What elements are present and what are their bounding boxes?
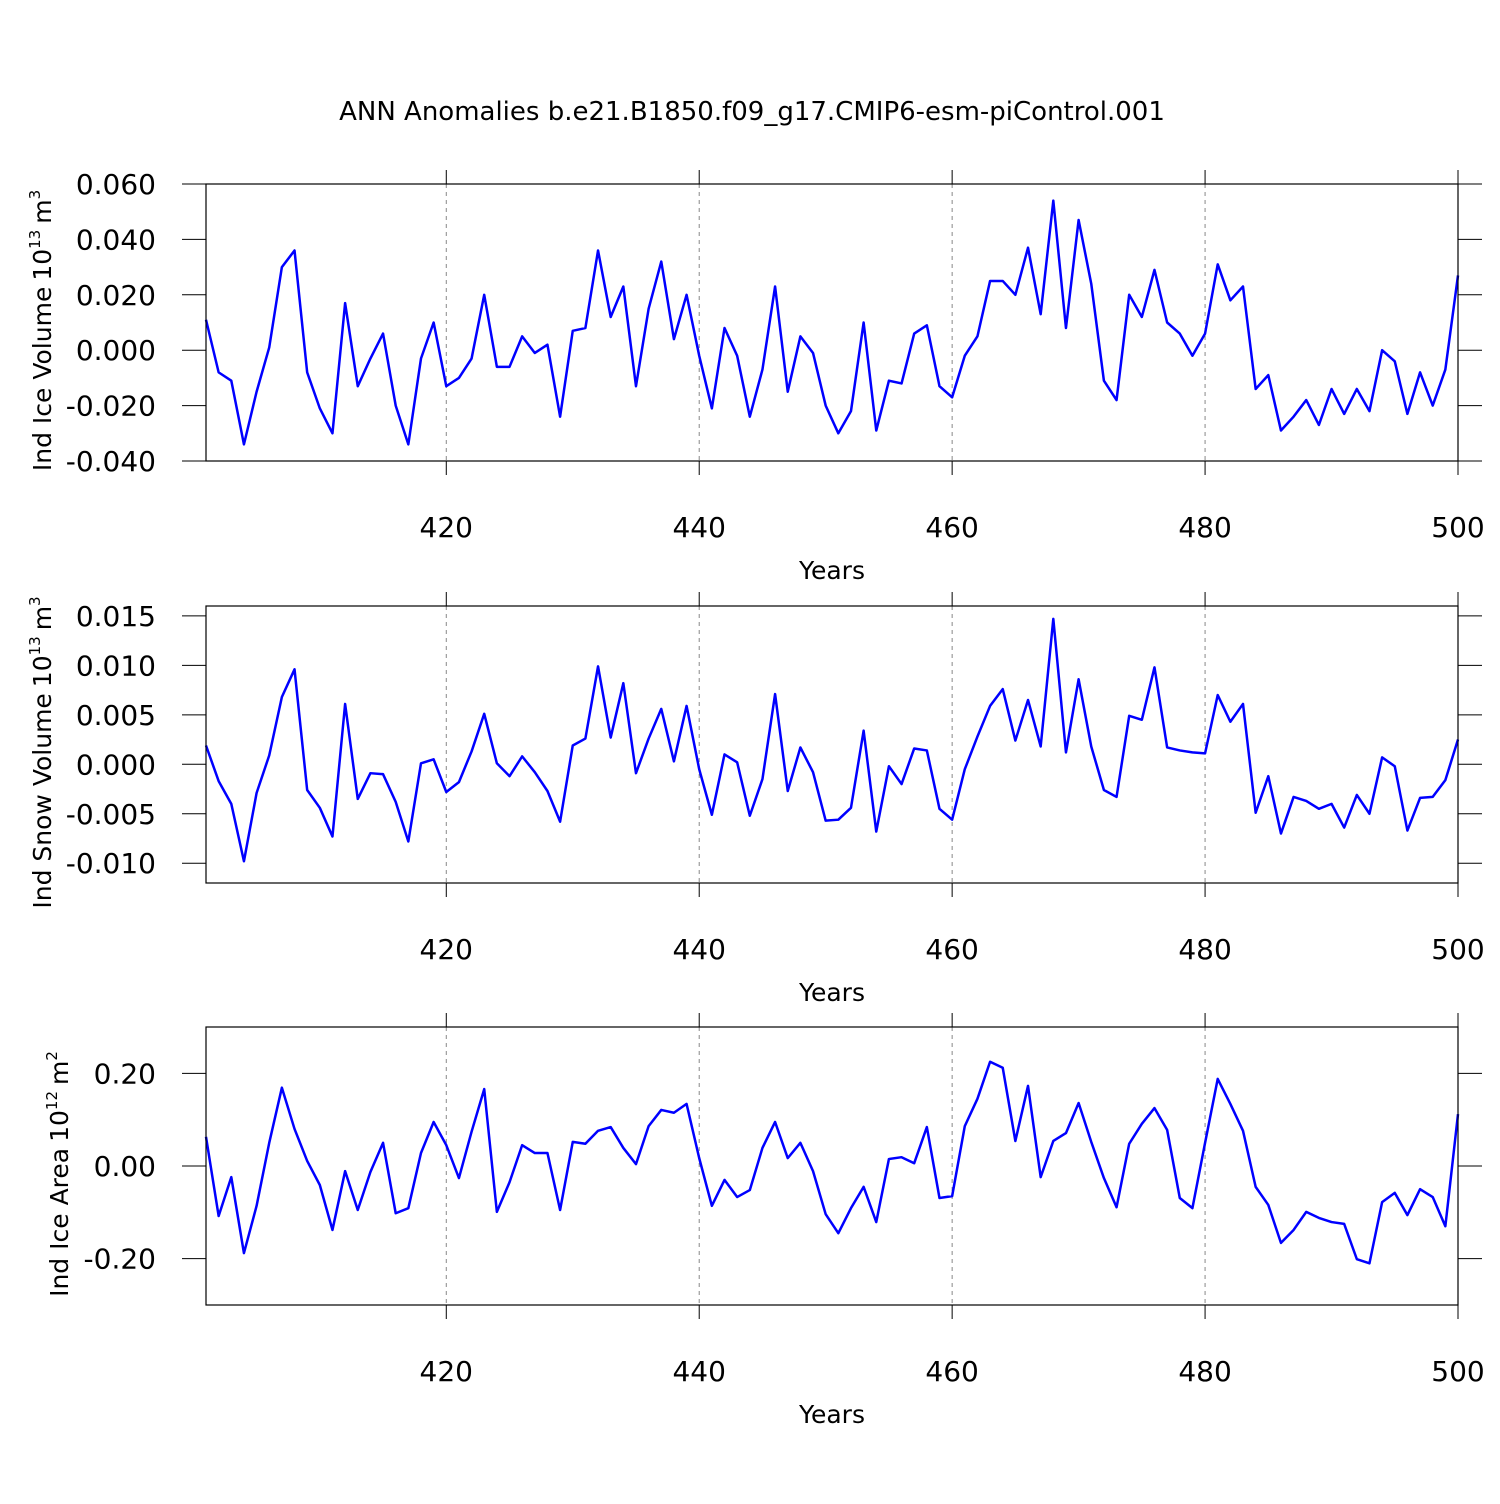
panel: 420 440 460 480 500 Years -0.040 -0.020 0.000 0.0…	[26, 168, 1485, 585]
x-axis-label: Years	[798, 1400, 865, 1429]
panel: 420 440 460 480 500 Years -0.010 -0.005 0.000 0.0…	[26, 592, 1485, 1007]
x-tick-label: 480	[1178, 511, 1231, 544]
x-axis-label: Years	[798, 978, 865, 1007]
x-tick-label: 480	[1178, 933, 1231, 966]
y-label-exponent: 13	[26, 230, 44, 249]
y-tick-label: 0.015	[76, 600, 156, 633]
y-tick-label: 0.040	[76, 223, 156, 256]
plot-frame	[205, 605, 1459, 884]
y-tick-label: 0.060	[76, 168, 156, 201]
y-label-unit-exponent: 2	[43, 1051, 61, 1061]
data-line	[204, 1060, 1460, 1265]
y-tick-label: 0.00	[94, 1150, 156, 1183]
y-label-name: Ind Ice Area	[45, 1148, 74, 1297]
plot-frame	[205, 183, 1459, 462]
x-tick-label: 420	[420, 933, 473, 966]
y-label-scale: 10	[45, 1110, 74, 1142]
y-tick-label: -0.020	[66, 390, 156, 423]
plot-frame	[205, 1026, 1459, 1306]
x-tick-label: 500	[1431, 511, 1484, 544]
y-label-unit: m	[28, 199, 57, 223]
x-tick-label: 500	[1431, 933, 1484, 966]
y-tick-label: 0.000	[76, 748, 156, 781]
y-tick-label: 0.20	[94, 1057, 156, 1090]
x-tick-label: 460	[925, 1355, 978, 1388]
x-tick-label: 420	[420, 511, 473, 544]
x-axis-label: Years	[798, 556, 865, 585]
y-label-scale: 10	[28, 249, 57, 281]
y-tick-label: 0.000	[76, 334, 156, 367]
y-axis-label: Ind Ice Area 1012 m2	[43, 1051, 74, 1297]
y-label-name: Ind Snow Volume	[28, 693, 57, 908]
y-tick-label: -0.20	[84, 1243, 156, 1276]
y-label-scale: 10	[28, 655, 57, 687]
y-axis-label: Ind Snow Volume 1013 m3	[26, 596, 57, 908]
x-tick-label: 420	[420, 1355, 473, 1388]
data-line	[204, 199, 1460, 446]
x-tick-label: 440	[672, 1355, 725, 1388]
x-tick-label: 480	[1178, 1355, 1231, 1388]
y-label-unit-exponent: 3	[26, 190, 44, 200]
y-label-exponent: 13	[26, 636, 44, 655]
y-tick-label: -0.005	[66, 798, 156, 831]
y-tick-label: -0.010	[66, 847, 156, 880]
y-tick-label: 0.010	[76, 649, 156, 682]
x-tick-label: 440	[672, 933, 725, 966]
data-line	[204, 617, 1460, 863]
x-tick-label: 440	[672, 511, 725, 544]
x-tick-label: 460	[925, 511, 978, 544]
y-label-unit: m	[45, 1061, 74, 1085]
y-label-unit: m	[28, 606, 57, 630]
x-tick-label: 500	[1431, 1355, 1484, 1388]
x-tick-label: 460	[925, 933, 978, 966]
y-axis-label: Ind Ice Volume 1013 m3	[26, 190, 57, 471]
y-label-unit-exponent: 3	[26, 596, 44, 606]
y-tick-label: 0.020	[76, 279, 156, 312]
y-tick-label: 0.005	[76, 699, 156, 732]
figure-title: ANN Anomalies b.e21.B1850.f09_g17.CMIP6-…	[339, 97, 1165, 127]
panel: 420 440 460 480 500 Years -0.20 0.00 0.20 Ind Ice…	[43, 1013, 1485, 1429]
y-label-name: Ind Ice Volume	[28, 287, 57, 471]
y-label-exponent: 12	[43, 1091, 61, 1110]
y-tick-label: -0.040	[66, 445, 156, 478]
